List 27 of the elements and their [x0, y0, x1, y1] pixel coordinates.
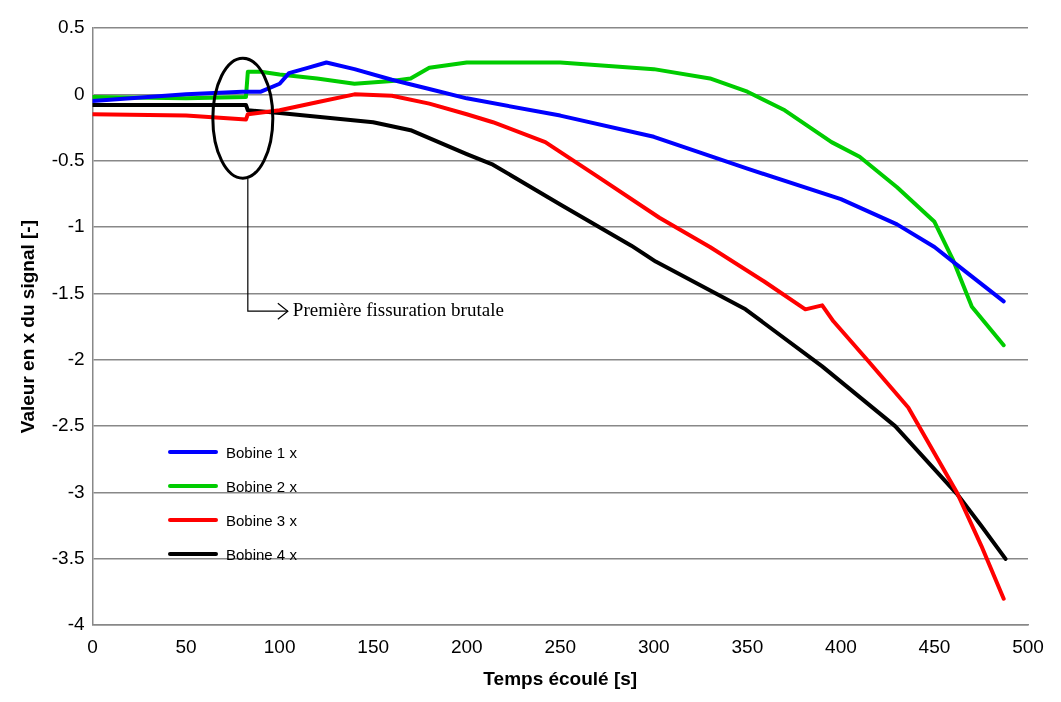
y-tick-label: -4	[67, 613, 85, 635]
x-tick-label: 350	[731, 635, 764, 657]
x-tick-label: 50	[175, 635, 197, 657]
y-tick-label: -1.5	[51, 281, 85, 303]
y-tick-label: 0.5	[58, 16, 85, 38]
legend-label: Bobine 4 x	[226, 545, 297, 563]
y-tick-label: -0.5	[51, 148, 85, 170]
y-tick-label: -3.5	[51, 547, 85, 569]
x-tick-label: 100	[263, 635, 296, 657]
y-tick-label: -1	[67, 215, 85, 237]
x-tick-label: 450	[918, 635, 951, 657]
x-axis-title: Temps écoulé [s]	[483, 668, 638, 690]
y-tick-label: -2	[67, 348, 85, 370]
x-tick-label: 400	[825, 635, 857, 657]
x-tick-label: 150	[357, 635, 390, 657]
legend-label: Bobine 3 x	[226, 511, 297, 529]
x-tick-label: 200	[450, 635, 483, 657]
legend-label: Bobine 1 x	[226, 443, 297, 461]
annotation: Première fissuration brutale	[292, 299, 504, 321]
y-axis-title: Valeur en x du signal [-]	[16, 219, 38, 434]
x-tick-label: 300	[637, 635, 670, 657]
y-tick-label: -2.5	[51, 414, 85, 436]
legend-label: Bobine 2 x	[226, 477, 297, 495]
y-tick-label: 0	[73, 82, 85, 104]
x-tick-label: 500	[1012, 635, 1044, 657]
y-tick-label: -3	[67, 480, 85, 502]
x-tick-label: 250	[544, 635, 577, 657]
